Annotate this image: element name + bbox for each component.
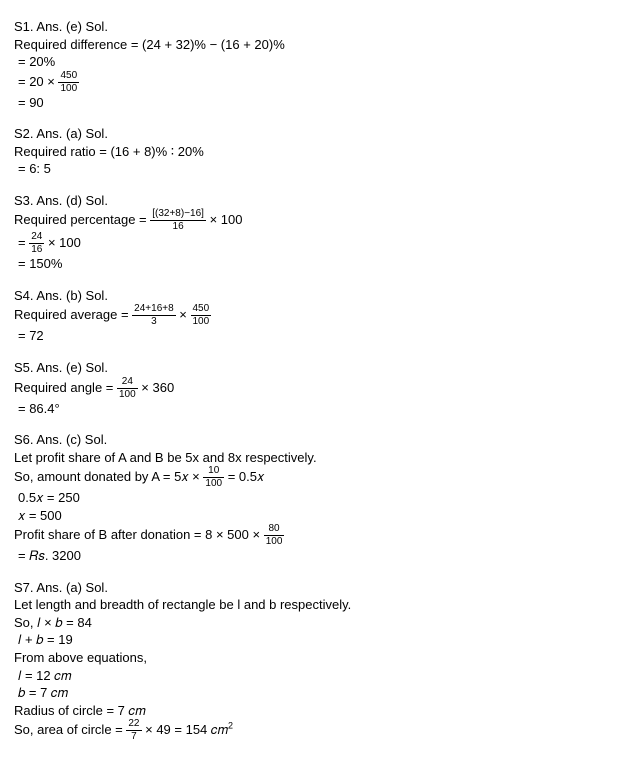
s5-l1-pre: Required angle =	[14, 380, 117, 395]
s7-line6: 𝑏 = 7 𝑐𝑚	[14, 684, 623, 702]
s5-l1-num: 24	[117, 377, 138, 389]
s4-l1-den: 3	[132, 316, 176, 327]
s6-line6: = 𝑅𝑠. 3200	[14, 547, 623, 565]
s3-l2-pre: =	[18, 235, 29, 250]
s6-l2-num: 10	[203, 466, 224, 478]
s1-line1: Required difference = (24 + 32)% − (16 +…	[14, 36, 623, 54]
s7-line3: 𝑙 + 𝑏 = 19	[14, 631, 623, 649]
s6-line5: Profit share of B after donation = 8 × 5…	[14, 524, 623, 547]
s3-head: S3. Ans. (d) Sol.	[14, 192, 623, 210]
s6-l5-den: 100	[264, 536, 285, 547]
s1-line2: = 20%	[14, 53, 623, 71]
s1-l3-pre: = 20 ×	[18, 74, 58, 89]
s6-head: S6. Ans. (c) Sol.	[14, 431, 623, 449]
s4-head: S4. Ans. (b) Sol.	[14, 287, 623, 305]
solution-s3: S3. Ans. (d) Sol. Required percentage = …	[14, 192, 623, 273]
s7-l8-post: × 49 = 154 𝑐𝑚	[142, 722, 229, 737]
s3-l2-post: × 100	[44, 235, 81, 250]
s7-l8-frac: 227	[126, 719, 141, 742]
s7-line5: 𝑙 = 12 𝑐𝑚	[14, 667, 623, 685]
s5-l1-frac: 24100	[117, 377, 138, 400]
s4-l1-frac1: 24+16+83	[132, 304, 176, 327]
solution-s4: S4. Ans. (b) Sol. Required average = 24+…	[14, 287, 623, 345]
s3-line2: = 2416 × 100	[14, 232, 623, 255]
s7-l8-sup: 2	[228, 721, 233, 731]
s6-l2-frac: 10100	[203, 466, 224, 489]
s6-l2-den: 100	[203, 478, 224, 489]
s4-line2: = 72	[14, 327, 623, 345]
s2-line2: = 6: 5	[14, 160, 623, 178]
s7-line4: From above equations,	[14, 649, 623, 667]
s1-line3: = 20 × 450100	[14, 71, 623, 94]
s7-l8-den: 7	[126, 731, 141, 742]
s6-line2: So, amount donated by A = 5𝑥 × 10100 = 0…	[14, 466, 623, 489]
s3-l2-den: 16	[29, 244, 44, 255]
solution-s1: S1. Ans. (e) Sol. Required difference = …	[14, 18, 623, 111]
s3-l1-num: [(32+8)−16]	[150, 209, 206, 221]
s6-l5-num: 80	[264, 524, 285, 536]
s3-l2-num: 24	[29, 232, 44, 244]
s4-l1-den2: 100	[191, 316, 212, 327]
solution-s6: S6. Ans. (c) Sol. Let profit share of A …	[14, 431, 623, 565]
s6-line1: Let profit share of A and B be 5x and 8x…	[14, 449, 623, 467]
solution-s2: S2. Ans. (a) Sol. Required ratio = (16 +…	[14, 125, 623, 178]
s1-l3-num: 450	[58, 71, 79, 83]
s7-line8: So, area of circle = 227 × 49 = 154 𝑐𝑚2	[14, 719, 623, 742]
s1-line4: = 90	[14, 94, 623, 112]
s7-l8-pre: So, area of circle =	[14, 722, 126, 737]
s6-l5-frac: 80100	[264, 524, 285, 547]
s4-l1-num: 24+16+8	[132, 304, 176, 316]
s3-l2-frac: 2416	[29, 232, 44, 255]
s3-l1-frac: [(32+8)−16]16	[150, 209, 206, 232]
s6-l2-pre: So, amount donated by A = 5𝑥 ×	[14, 469, 203, 484]
solution-s7: S7. Ans. (a) Sol. Let length and breadth…	[14, 579, 623, 742]
s2-head: S2. Ans. (a) Sol.	[14, 125, 623, 143]
s3-line3: = 150%	[14, 255, 623, 273]
s6-line3: 0.5𝑥 = 250	[14, 489, 623, 507]
s5-line1: Required angle = 24100 × 360	[14, 377, 623, 400]
s5-l1-post: × 360	[138, 380, 175, 395]
s7-line7: Radius of circle = 7 𝑐𝑚	[14, 702, 623, 720]
s4-line1: Required average = 24+16+83 × 450100	[14, 304, 623, 327]
s6-l2-post: = 0.5𝑥	[224, 469, 264, 484]
s3-line1: Required percentage = [(32+8)−16]16 × 10…	[14, 209, 623, 232]
s5-line2: = 86.4°	[14, 400, 623, 418]
s5-head: S5. Ans. (e) Sol.	[14, 359, 623, 377]
s2-line1: Required ratio = (16 + 8)% ∶ 20%	[14, 143, 623, 161]
s7-head: S7. Ans. (a) Sol.	[14, 579, 623, 597]
s7-line1: Let length and breadth of rectangle be l…	[14, 596, 623, 614]
s1-l3-frac: 450100	[58, 71, 79, 94]
s3-l1-post: × 100	[206, 212, 243, 227]
s5-l1-den: 100	[117, 389, 138, 400]
s6-l5-pre: Profit share of B after donation = 8 × 5…	[14, 527, 264, 542]
s3-l1-den: 16	[150, 221, 206, 232]
s4-l1-frac2: 450100	[191, 304, 212, 327]
s4-l1-pre: Required average =	[14, 307, 132, 322]
s4-l1-mid: ×	[176, 307, 191, 322]
s1-head: S1. Ans. (e) Sol.	[14, 18, 623, 36]
solution-s5: S5. Ans. (e) Sol. Required angle = 24100…	[14, 359, 623, 417]
s6-line4: 𝑥 = 500	[14, 507, 623, 525]
s1-l3-den: 100	[58, 83, 79, 94]
s7-l8-num: 22	[126, 719, 141, 731]
s3-l1-pre: Required percentage =	[14, 212, 150, 227]
s7-line2: So, 𝑙 × 𝑏 = 84	[14, 614, 623, 632]
s4-l1-num2: 450	[191, 304, 212, 316]
